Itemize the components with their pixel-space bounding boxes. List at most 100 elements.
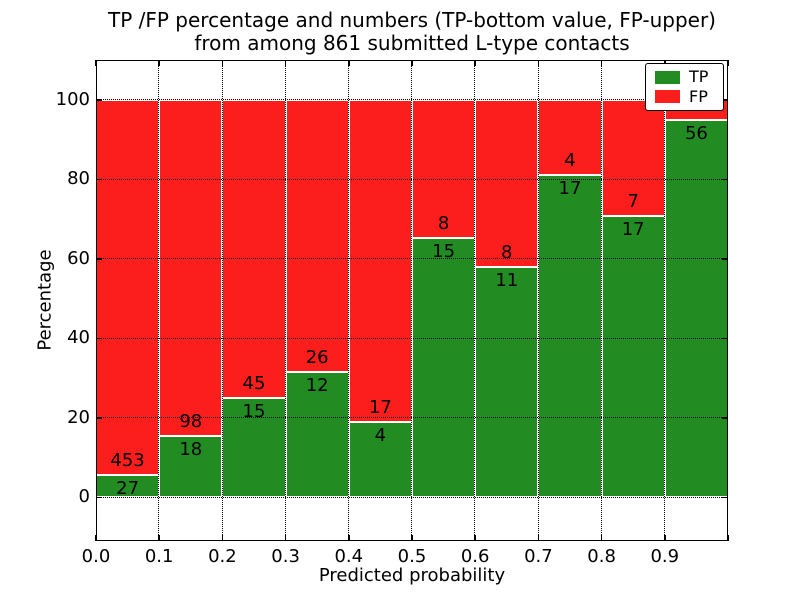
x-tick-label: 0.4 — [334, 546, 364, 567]
x-tick-bottom — [221, 535, 224, 541]
grid-vline — [221, 60, 223, 541]
x-tick-label: 0.3 — [271, 546, 300, 567]
bar-segment-tp — [664, 120, 728, 498]
chart-title-line1: TP /FP percentage and numbers (TP-bottom… — [108, 8, 716, 32]
bar-label-fp: 4 — [564, 150, 576, 172]
bar-segment-tp — [159, 435, 223, 498]
y-tick-label: 20 — [67, 406, 90, 428]
bar-segment-tp — [475, 267, 539, 498]
x-tick-label: 0.6 — [460, 546, 490, 567]
chart-title: TP /FP percentage and numbers (TP-bottom… — [24, 9, 800, 55]
grid-vline — [284, 60, 286, 541]
bar-label-tp: 18 — [179, 438, 203, 460]
x-tick-top — [600, 60, 603, 66]
grid-vline — [348, 60, 350, 541]
y-tick-left — [96, 337, 102, 339]
y-tick-right — [722, 99, 728, 101]
bar-label-fp: 26 — [305, 346, 329, 368]
bar-segment-tp — [412, 238, 476, 498]
x-tick-bottom — [600, 535, 603, 541]
bar-label-fp: 45 — [242, 372, 266, 394]
x-tick-top — [158, 60, 160, 66]
x-tick-bottom — [727, 535, 729, 541]
x-tick-bottom — [537, 535, 540, 541]
bar-label-tp: 12 — [305, 374, 329, 396]
chart-title-line2: from among 861 submitted L-type contacts — [194, 31, 630, 55]
x-tick-label: 0.7 — [524, 546, 553, 567]
y-tick-right — [722, 337, 728, 339]
grid-vline — [411, 60, 413, 541]
y-tick-right — [722, 258, 728, 260]
x-tick-label: 0.0 — [81, 546, 111, 567]
bar-label-tp: 27 — [116, 478, 140, 499]
y-tick-left — [96, 417, 102, 419]
x-tick-bottom — [95, 535, 97, 541]
y-tick-right — [722, 178, 728, 180]
legend-swatch-fp — [655, 90, 680, 104]
legend-label-fp: FP — [689, 86, 708, 106]
y-tick-label: 80 — [67, 168, 90, 190]
x-tick-label: 0.8 — [587, 546, 616, 567]
y-tick-right — [722, 496, 728, 499]
bar-segment-fp — [538, 99, 602, 176]
y-tick-left — [96, 178, 102, 180]
legend-swatch-tp — [655, 70, 680, 84]
y-tick-label: 60 — [67, 247, 90, 269]
y-tick-label: 100 — [55, 88, 90, 110]
bar-segment-fp — [412, 99, 476, 239]
grid-vline — [537, 60, 539, 541]
x-tick-label: 0.9 — [650, 546, 680, 567]
bar-label-fp: 8 — [437, 213, 450, 235]
legend-label-tp: TP — [689, 67, 709, 87]
x-tick-bottom — [474, 535, 476, 541]
bar-label-fp: 17 — [368, 396, 392, 418]
y-tick-left — [96, 496, 102, 499]
bar-label-tp: 17 — [558, 178, 582, 200]
bar-segment-fp — [475, 99, 539, 268]
bar-label-tp: 15 — [242, 400, 266, 422]
bar-segment-tp — [348, 421, 412, 498]
bar-segment-fp — [96, 99, 160, 475]
grid-vline — [600, 60, 602, 541]
x-tick-bottom — [411, 535, 413, 541]
x-tick-top — [284, 60, 287, 66]
y-tick-right — [722, 417, 728, 419]
y-tick-left — [96, 99, 102, 101]
bar-label-tp: 15 — [432, 241, 456, 263]
bar-label-tp: 17 — [621, 218, 645, 240]
legend: TP FP — [645, 63, 724, 111]
grid-vline — [664, 60, 666, 541]
bar-label-fp: 98 — [179, 410, 203, 432]
x-axis-label: Predicted probability — [318, 565, 506, 586]
x-tick-top — [474, 60, 476, 66]
bar-label-tp: 11 — [495, 270, 519, 292]
x-tick-bottom — [158, 535, 160, 541]
x-tick-bottom — [664, 535, 666, 541]
bar-segment-fp — [159, 99, 223, 436]
x-tick-label: 0.1 — [144, 546, 174, 567]
legend-entry-fp: FP — [655, 86, 714, 106]
x-tick-top — [411, 60, 413, 66]
y-tick-left — [96, 258, 102, 260]
x-tick-bottom — [348, 535, 350, 541]
x-tick-bottom — [284, 535, 287, 541]
bar-segment-fp — [285, 99, 349, 372]
bar-label-tp: 4 — [374, 424, 387, 446]
bar-label-fp: 8 — [501, 242, 513, 264]
bar-label-fp: 7 — [627, 190, 639, 212]
bar-segment-fp — [601, 99, 665, 216]
bar-segment-tp — [538, 175, 602, 498]
x-tick-top — [221, 60, 224, 66]
y-tick-label: 0 — [78, 486, 90, 508]
bar-segment-tp — [601, 215, 665, 498]
legend-entry-tp: TP — [655, 69, 714, 85]
x-tick-top — [727, 60, 729, 66]
bar-segment-fp — [222, 99, 286, 398]
bar-label-tp: 56 — [684, 123, 708, 145]
x-tick-top — [348, 60, 350, 66]
bar-segment-fp — [348, 99, 412, 422]
x-tick-top — [95, 60, 97, 66]
x-tick-label: 0.5 — [397, 546, 427, 567]
grid-vline — [474, 60, 476, 541]
